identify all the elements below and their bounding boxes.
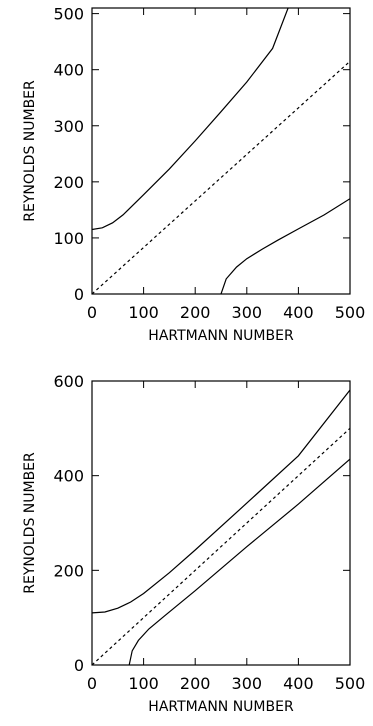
chart-top: 0 100 200 300 400 500 0 100 200 300 400 500 HARTMANN…: [22, 5, 365, 344]
x-tick-label: 300: [232, 674, 263, 693]
solid-line-series: [128, 458, 350, 665]
x-tick-label: 200: [180, 303, 211, 322]
y-tick-label: 200: [53, 561, 84, 580]
y-axis-label: REYNOLDS NUMBER: [22, 80, 38, 222]
x-tick-label: 300: [232, 303, 263, 322]
y-tick-label: 300: [53, 117, 84, 136]
y-tick-label: 200: [53, 173, 84, 192]
dashed-line-series: [92, 427, 350, 665]
x-axis-label: HARTMANN NUMBER: [148, 328, 294, 344]
chart-bottom: 0 100 200 300 400 500 0 200 400 600 HARTMANN NUMBE…: [22, 372, 365, 715]
x-tick-label: 100: [128, 303, 159, 322]
y-tick-label: 500: [53, 5, 84, 24]
y-tick-label: 600: [53, 372, 84, 391]
x-tick-label: 400: [283, 303, 314, 322]
y-tick-label: 0: [74, 285, 84, 304]
plot-frame: [91, 7, 351, 295]
x-tick-label: 500: [335, 303, 366, 322]
x-tick-label: 500: [335, 674, 366, 693]
x-tick-label: 0: [87, 303, 97, 322]
dashed-line-series: [92, 60, 350, 294]
solid-line-series: [92, 8, 289, 231]
x-tick-label: 400: [283, 674, 314, 693]
y-tick-label: 0: [74, 656, 84, 675]
x-tick-label: 200: [180, 674, 211, 693]
y-axis-label: REYNOLDS NUMBER: [22, 452, 38, 594]
y-tick-label: 100: [53, 229, 84, 248]
plot-frame: [91, 380, 351, 666]
y-tick-label: 400: [53, 467, 84, 486]
y-tick-label: 400: [53, 61, 84, 80]
solid-line-series: [220, 198, 350, 294]
x-axis-label: HARTMANN NUMBER: [148, 699, 294, 715]
x-tick-label: 0: [87, 674, 97, 693]
solid-line-series: [92, 389, 350, 614]
x-tick-label: 100: [128, 674, 159, 693]
